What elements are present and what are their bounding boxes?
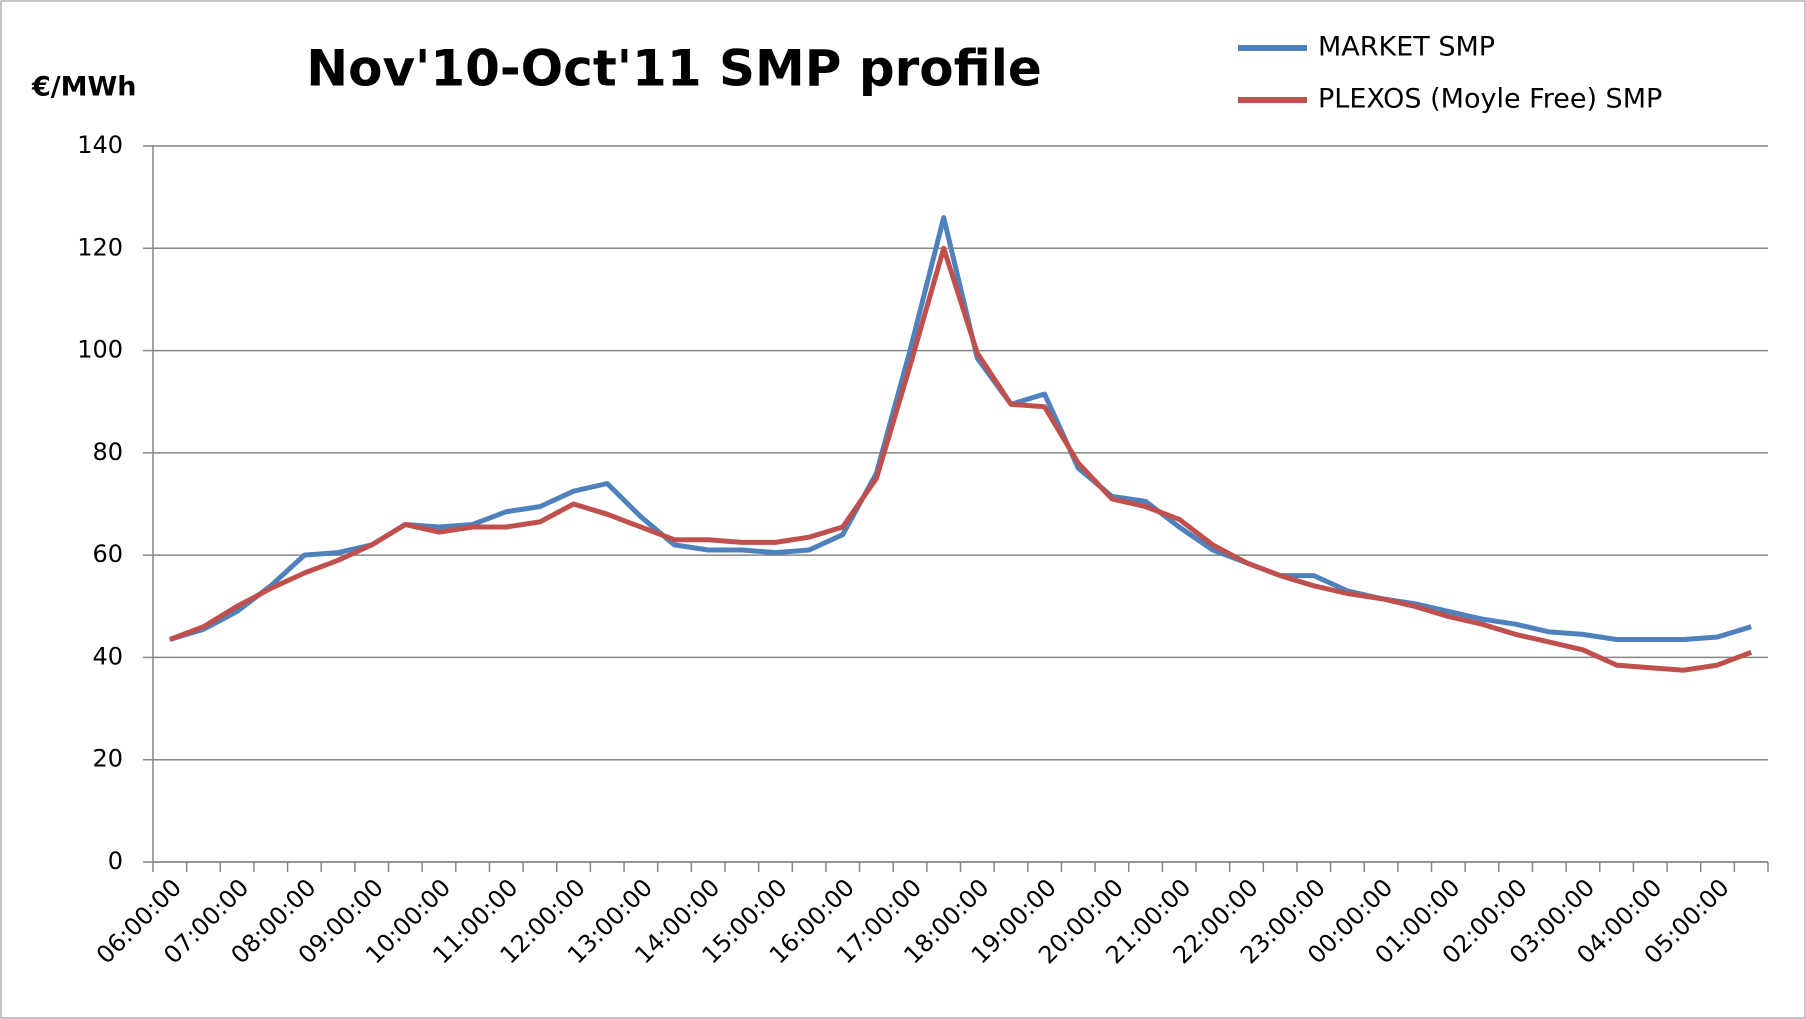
y-tick-label: 20 [92, 745, 123, 773]
chart-title: Nov'10-Oct'11 SMP profile [306, 40, 1042, 98]
legend-label: MARKET SMP [1318, 32, 1495, 63]
y-tick-label: 0 [108, 847, 123, 875]
data-line [168, 245, 1753, 673]
y-tick-label: 40 [92, 642, 123, 670]
y-tick-label: 60 [92, 540, 123, 568]
y-tick-label: 140 [77, 131, 123, 159]
data-line [169, 215, 1752, 642]
y-axis-label: €/MWh [31, 72, 137, 103]
legend-label: PLEXOS (Moyle Free) SMP [1318, 84, 1662, 115]
y-tick-label: 120 [77, 233, 123, 261]
y-tick-label: 100 [77, 336, 123, 364]
y-tick-label: 80 [92, 438, 123, 466]
